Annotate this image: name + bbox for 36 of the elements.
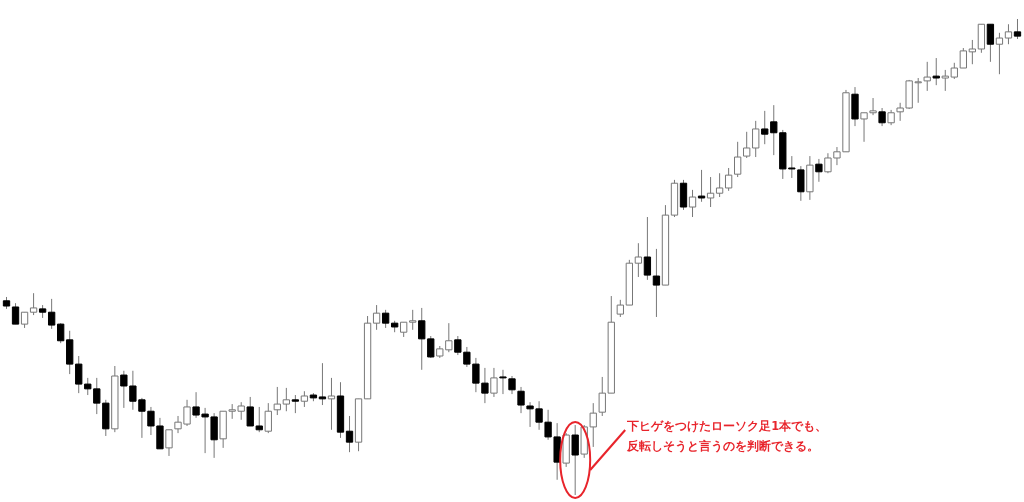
candlestick [634, 242, 643, 278]
candlestick [57, 322, 65, 344]
candlestick [734, 141, 742, 178]
candlestick [11, 302, 20, 325]
candlestick [291, 394, 300, 414]
candlestick [282, 387, 290, 412]
candlestick [264, 402, 272, 434]
candlestick [697, 169, 706, 203]
candlestick [968, 39, 977, 65]
candlestick [995, 32, 1004, 75]
candlestick [372, 304, 381, 331]
candlestick [47, 298, 56, 330]
candlestick [165, 429, 173, 457]
candlestick [318, 362, 327, 406]
candlestick [959, 47, 967, 69]
candlestick [679, 179, 688, 211]
annotation: 下ヒゲをつけたローソク足1本でも、 [626, 419, 828, 433]
candlestick [743, 131, 751, 159]
candlestick [752, 120, 760, 158]
candlestick [409, 309, 417, 331]
candlestick [706, 176, 715, 208]
candlestick [643, 216, 652, 281]
annotation: 反転しそうと言うのを判断できる。 [626, 439, 820, 453]
candlestick [986, 23, 995, 63]
candlestick [724, 167, 733, 192]
candlestick [688, 189, 697, 218]
candlestick [490, 367, 498, 398]
candlestick [327, 377, 336, 431]
candlestick [1004, 23, 1013, 45]
candlestick [1013, 18, 1022, 40]
candlestick [715, 172, 724, 198]
candlestick [29, 292, 38, 316]
candlestick [652, 248, 661, 318]
candlestick [345, 415, 354, 453]
candlestick [381, 309, 390, 329]
candlestick [273, 386, 281, 416]
